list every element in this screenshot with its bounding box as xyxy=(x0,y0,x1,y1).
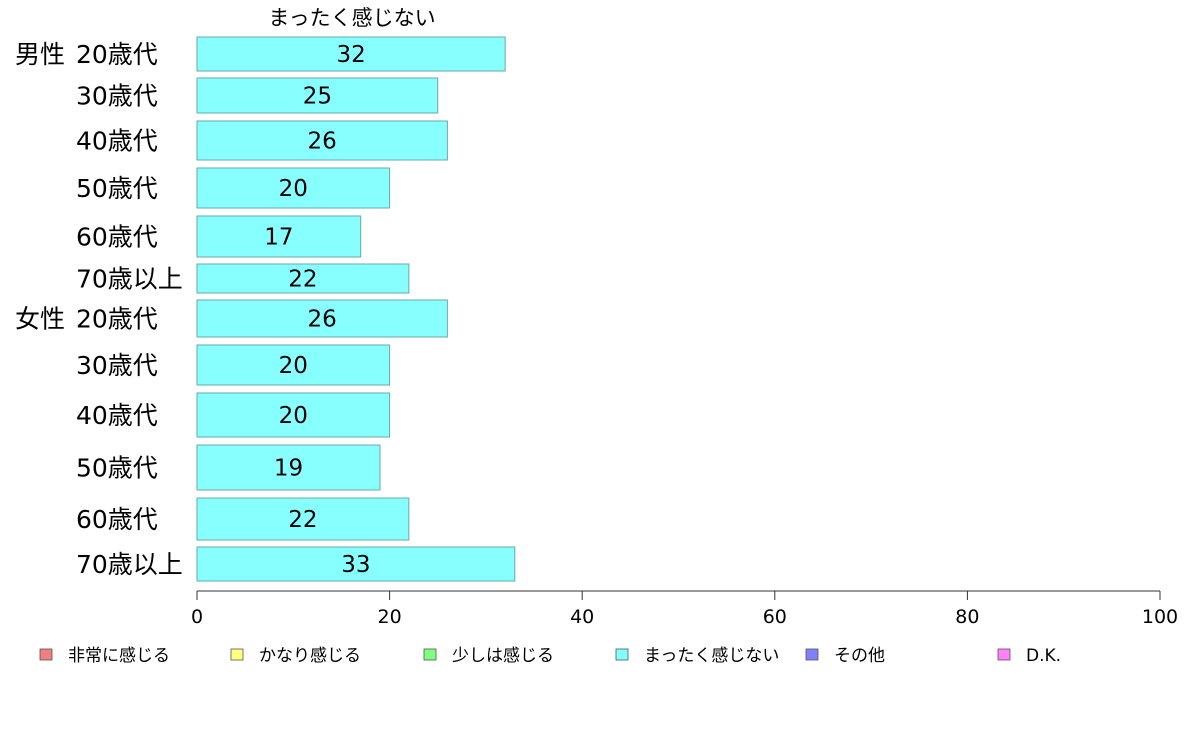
row-label: 20歳代 xyxy=(76,40,158,69)
row-label: 70歳以上 xyxy=(76,550,183,579)
bar xyxy=(196,215,362,258)
bar-value-label: 26 xyxy=(308,307,337,333)
row-label: 60歳代 xyxy=(76,223,158,252)
bar-value-label: 32 xyxy=(336,42,365,68)
bar-value-label: 19 xyxy=(274,456,303,482)
legend-swatch xyxy=(805,648,819,661)
x-tick-label: 100 xyxy=(1142,606,1178,628)
group-label: 男性 xyxy=(15,40,65,69)
bar-value-label: 20 xyxy=(279,403,308,429)
bar xyxy=(196,263,410,294)
bar xyxy=(196,497,410,541)
bar xyxy=(196,444,381,491)
row-label: 40歳代 xyxy=(76,401,158,430)
bar-value-label: 20 xyxy=(279,176,308,202)
bar-value-label: 22 xyxy=(288,267,317,293)
legend-swatch xyxy=(615,648,629,661)
row-label: 70歳以上 xyxy=(76,265,183,294)
bar-value-label: 17 xyxy=(264,225,293,251)
x-tick-label: 0 xyxy=(191,606,203,628)
bar xyxy=(196,36,506,72)
bar xyxy=(196,392,391,438)
x-tick-label: 20 xyxy=(378,606,402,628)
bar xyxy=(196,77,439,114)
row-label: 30歳代 xyxy=(76,351,158,380)
bar xyxy=(196,344,391,386)
legend: 非常に感じる かなり感じる 少しは感じる まったく感じない その他 D.K. xyxy=(39,646,1061,666)
row-label: 60歳代 xyxy=(76,505,158,534)
legend-swatch xyxy=(39,648,53,661)
bar xyxy=(196,167,391,209)
row-label: 50歳代 xyxy=(76,454,158,483)
row-label: 30歳代 xyxy=(76,82,158,111)
bar-value-label: 26 xyxy=(308,129,337,155)
legend-swatch xyxy=(423,648,437,661)
bar-value-label: 20 xyxy=(279,353,308,379)
x-tick-label: 80 xyxy=(955,606,979,628)
bar-value-label: 33 xyxy=(341,552,370,578)
legend-label: 少しは感じる xyxy=(452,646,554,666)
legend-label: D.K. xyxy=(1026,646,1061,666)
legend-label: まったく感じない xyxy=(644,646,779,666)
row-label: 40歳代 xyxy=(76,127,158,156)
bar xyxy=(196,299,448,338)
legend-label: 非常に感じる xyxy=(68,646,170,666)
column-title: まったく感じない xyxy=(268,6,435,30)
legend-swatch xyxy=(230,648,244,661)
x-axis: 0 20 40 60 80 100 xyxy=(191,590,1178,628)
x-tick-label: 40 xyxy=(570,606,594,628)
bar-value-label: 22 xyxy=(288,507,317,533)
bar xyxy=(196,120,448,161)
row-label: 20歳代 xyxy=(76,305,158,334)
legend-swatch xyxy=(997,648,1011,661)
bar-value-label: 25 xyxy=(303,84,332,110)
x-tick-label: 60 xyxy=(763,606,787,628)
legend-label: その他 xyxy=(834,646,885,666)
row-label: 50歳代 xyxy=(76,174,158,203)
legend-label: かなり感じる xyxy=(259,646,361,666)
group-label: 女性 xyxy=(15,305,65,334)
bar-rows: 男性 20歳代 32 30歳代 25 40歳代 26 50歳代 20 60歳代 17 70歳以上 22 女… xyxy=(15,36,516,582)
bar xyxy=(196,546,516,582)
